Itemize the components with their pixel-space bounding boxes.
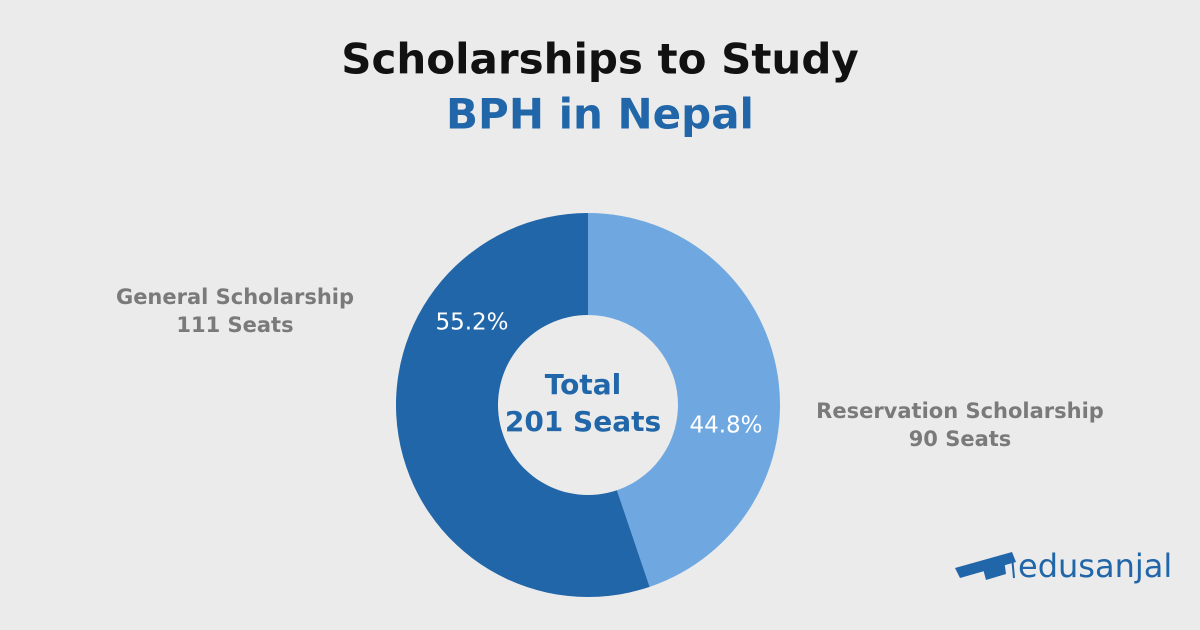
- category-label: Reservation Scholarship: [816, 399, 1104, 423]
- center-label: Total: [545, 368, 622, 401]
- center-label: 201 Seats: [505, 405, 661, 438]
- donut-slice: [588, 213, 781, 587]
- logo-text: edusanjal: [1018, 547, 1172, 585]
- chart-subtitle: BPH in Nepal: [446, 90, 754, 139]
- donut-slice: [396, 213, 650, 597]
- logo-icon: [982, 559, 1006, 580]
- category-note: 111 Seats: [176, 313, 293, 337]
- category-note: 90 Seats: [909, 427, 1012, 451]
- logo-icon: [1011, 555, 1015, 579]
- chart-title: Scholarships to Study: [341, 35, 859, 84]
- category-label: General Scholarship: [116, 285, 354, 309]
- value-label: 44.8%: [689, 413, 762, 439]
- logo: edusanjal: [955, 547, 1172, 585]
- value-label: 55.2%: [435, 310, 508, 336]
